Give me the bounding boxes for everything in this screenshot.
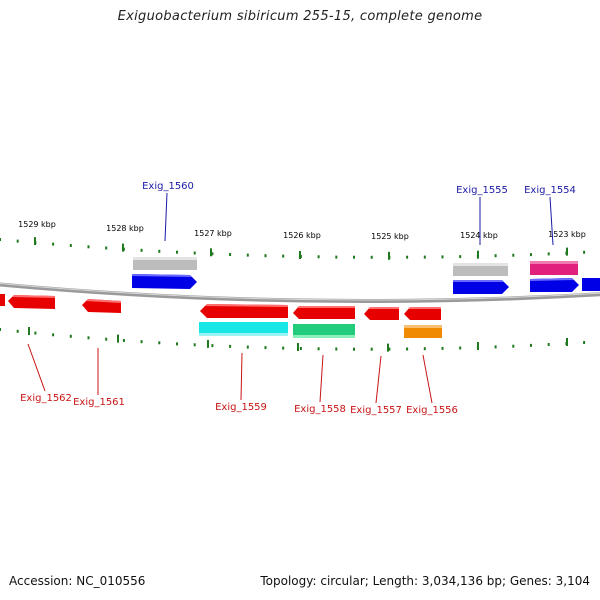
leader-line-exig-1560 xyxy=(164,192,168,242)
feature-cyan-1559[interactable] xyxy=(199,322,288,336)
gene-arrow-exig-1555[interactable] xyxy=(453,280,509,294)
tick-label: 1526 kbp xyxy=(283,231,321,240)
feature-green-1558[interactable] xyxy=(293,324,355,338)
gene-arrow-offscreen[interactable] xyxy=(582,278,600,291)
tick-label: 1525 kbp xyxy=(371,232,409,241)
accession-text: Accession: NC_010556 xyxy=(9,574,146,588)
tick-label: 1527 kbp xyxy=(194,229,232,238)
gene-arrow-exig-1556[interactable] xyxy=(404,307,441,320)
gene-label-forward[interactable]: Exig_1554 xyxy=(524,185,576,196)
gene-arrow-exig-1559[interactable] xyxy=(200,304,288,318)
gene-label-reverse[interactable]: Exig_1559 xyxy=(215,402,267,413)
leader-line-exig-1554 xyxy=(549,196,554,246)
tick-label: 1523 kbp xyxy=(548,230,586,239)
gene-arrow-edge[interactable] xyxy=(0,294,5,306)
gene-label-reverse[interactable]: Exig_1562 xyxy=(20,393,72,404)
feature-gray-1555[interactable] xyxy=(453,263,508,276)
genome-backbone-highlight xyxy=(0,282,600,301)
feature-magenta-1554[interactable] xyxy=(530,261,578,275)
gene-label-reverse[interactable]: Exig_1557 xyxy=(350,405,402,416)
tick-label: 1529 kbp xyxy=(18,220,56,229)
gene-label-reverse[interactable]: Exig_1561 xyxy=(73,397,125,408)
tick-label: 1524 kbp xyxy=(460,231,498,240)
genome-title: Exiguobacterium sibiricum 255-15, comple… xyxy=(117,9,483,24)
gene-label-forward[interactable]: Exig_1555 xyxy=(456,185,508,196)
gene-label-forward[interactable]: Exig_1560 xyxy=(142,181,194,192)
feature-gray-1560[interactable] xyxy=(133,257,197,270)
gene-arrow-exig-1562[interactable] xyxy=(8,295,55,309)
gene-label-reverse[interactable]: Exig_1556 xyxy=(406,405,458,416)
tick-marks-upper xyxy=(0,237,586,260)
leader-line-exig-1556 xyxy=(422,354,433,404)
leader-line-exig-1562 xyxy=(27,343,46,392)
leader-line-exig-1557 xyxy=(375,355,382,404)
leader-line-exig-1558 xyxy=(319,354,324,403)
leader-line-exig-1559 xyxy=(240,352,243,401)
gene-arrow-exig-1560[interactable] xyxy=(132,274,197,289)
genome-summary-text: Topology: circular; Length: 3,034,136 bp… xyxy=(260,574,590,588)
feature-orange-1556[interactable] xyxy=(404,325,442,338)
gene-label-reverse[interactable]: Exig_1558 xyxy=(294,404,346,415)
gene-arrow-exig-1558[interactable] xyxy=(293,306,355,319)
genome-backbone xyxy=(0,282,600,304)
gene-arrow-exig-1557[interactable] xyxy=(364,307,399,320)
gene-arrow-exig-1561[interactable] xyxy=(82,299,121,313)
gene-arrow-exig-1554[interactable] xyxy=(530,278,579,292)
tick-marks-lower xyxy=(0,327,586,352)
tick-label: 1528 kbp xyxy=(106,224,144,233)
